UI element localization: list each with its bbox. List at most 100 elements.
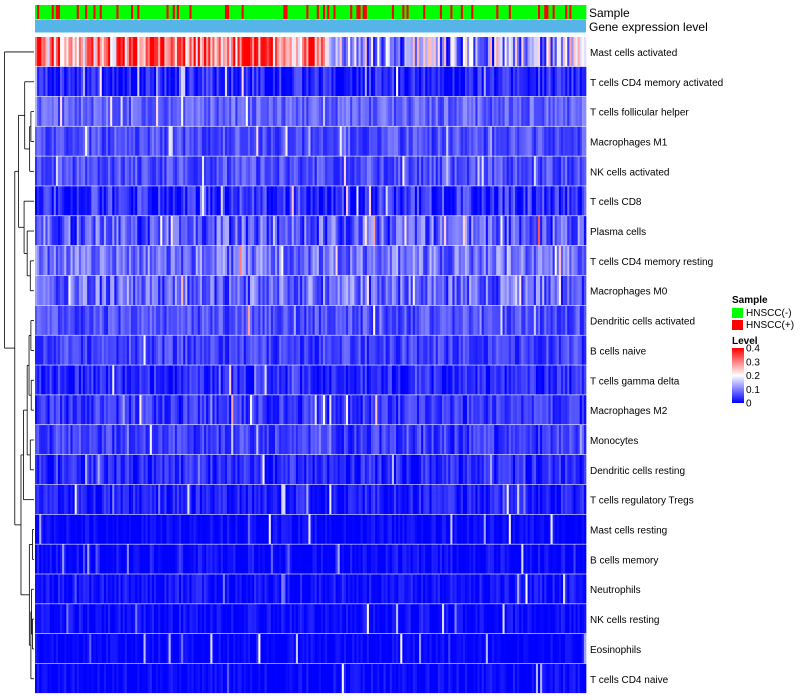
- heatmap-cell: [500, 245, 503, 276]
- heatmap-cell: [433, 425, 437, 455]
- heatmap-cell: [166, 66, 169, 97]
- heatmap-cell: [348, 425, 351, 455]
- heatmap-cell: [158, 216, 161, 246]
- heatmap-cell: [375, 514, 378, 544]
- heatmap-cell: [185, 425, 188, 455]
- heatmap-cell: [481, 454, 485, 485]
- sample-annotation-cell: [281, 5, 284, 19]
- heatmap-cell: [512, 514, 516, 544]
- heatmap-cell: [133, 305, 136, 335]
- heatmap-cell: [45, 186, 48, 216]
- heatmap-cell: [51, 96, 55, 126]
- heatmap-cell: [233, 156, 236, 186]
- heatmap-cell: [181, 216, 184, 246]
- heatmap-cell: [60, 37, 63, 67]
- heatmap-cell: [450, 365, 453, 395]
- heatmap-cell: [51, 425, 55, 455]
- heatmap-cell: [201, 275, 205, 306]
- sample-annotation-cell: [166, 5, 169, 19]
- heatmap-cell: [95, 66, 98, 97]
- heatmap-cell: [85, 66, 88, 97]
- heatmap-cell: [110, 66, 113, 97]
- heatmap-cell: [469, 66, 472, 97]
- heatmap-cell: [83, 126, 86, 156]
- sample-annotation-cell: [254, 5, 257, 19]
- heatmap-cell: [110, 544, 113, 574]
- heatmap-cell: [362, 275, 366, 306]
- heatmap-cell: [49, 245, 53, 276]
- heatmap-cell: [199, 365, 203, 395]
- heatmap-cell: [247, 395, 251, 425]
- heatmap-cell: [435, 156, 439, 186]
- heatmap-cell: [544, 454, 547, 485]
- sample-annotation-cell: [425, 5, 428, 19]
- heatmap-cell: [335, 186, 338, 216]
- heatmap-cell: [333, 216, 336, 246]
- heatmap-row: [35, 186, 587, 216]
- heatmap-cell: [231, 335, 234, 365]
- heatmap-cell: [345, 514, 349, 544]
- heatmap-cell: [133, 37, 136, 67]
- heatmap-cell: [189, 305, 192, 335]
- heatmap-cell: [435, 245, 439, 276]
- heatmap-cell: [316, 484, 320, 514]
- heatmap-cell: [55, 544, 59, 574]
- heatmap-cell: [462, 156, 466, 186]
- heatmap-cell: [544, 216, 547, 246]
- heatmap-cell: [519, 156, 522, 186]
- heatmap-cell: [247, 156, 251, 186]
- heatmap-cell: [416, 216, 420, 246]
- heatmap-cell: [515, 395, 518, 425]
- heatmap-cell: [283, 454, 286, 485]
- heatmap-cell: [120, 96, 124, 126]
- sample-annotation-cell: [55, 5, 59, 19]
- heatmap-cell: [504, 275, 508, 306]
- heatmap-cell: [360, 66, 364, 97]
- heatmap-cell: [500, 305, 503, 335]
- heatmap-cell: [387, 37, 391, 67]
- heatmap-cell: [118, 544, 121, 574]
- heatmap-cell: [333, 544, 336, 574]
- heatmap-cell: [419, 514, 422, 544]
- heatmap-cell: [308, 66, 311, 97]
- sample-annotation-cell: [483, 5, 487, 19]
- heatmap-cell: [565, 66, 568, 97]
- heatmap-cell: [414, 186, 418, 216]
- heatmap-cell: [421, 395, 424, 425]
- sample-annotation-cell: [404, 5, 407, 19]
- heatmap-cell: [320, 126, 324, 156]
- heatmap-cell: [379, 156, 382, 186]
- heatmap-cell: [523, 514, 526, 544]
- heatmap-cell: [523, 96, 526, 126]
- heatmap-cell: [425, 156, 428, 186]
- heatmap-cell: [383, 96, 386, 126]
- heatmap-cell: [179, 425, 182, 455]
- heatmap-cell: [281, 395, 284, 425]
- heatmap-cell: [400, 66, 403, 97]
- heatmap-cell: [164, 305, 167, 335]
- heatmap-cell: [300, 365, 303, 395]
- heatmap-cell: [80, 186, 84, 216]
- heatmap-cell: [523, 126, 526, 156]
- heatmap-cell: [37, 425, 40, 455]
- heatmap-cell: [183, 395, 186, 425]
- heatmap-cell: [222, 275, 226, 306]
- heatmap-cell: [404, 96, 407, 126]
- heatmap-cell: [101, 484, 105, 514]
- heatmap-cell: [231, 305, 234, 335]
- heatmap-cell: [320, 186, 324, 216]
- heatmap-cell: [512, 395, 516, 425]
- heatmap-cell: [66, 96, 69, 126]
- heatmap-cell: [204, 66, 207, 97]
- heatmap-cell: [535, 37, 539, 67]
- heatmap-cell: [567, 216, 570, 246]
- heatmap-cell: [260, 96, 263, 126]
- heatmap-cell: [270, 365, 274, 395]
- heatmap-cell: [331, 126, 334, 156]
- heatmap-cell: [103, 156, 107, 186]
- heatmap-cell: [375, 186, 378, 216]
- heatmap-cell: [101, 245, 105, 276]
- heatmap-cell: [101, 454, 105, 485]
- heatmap-cell: [379, 454, 382, 485]
- heatmap-cell: [285, 216, 288, 246]
